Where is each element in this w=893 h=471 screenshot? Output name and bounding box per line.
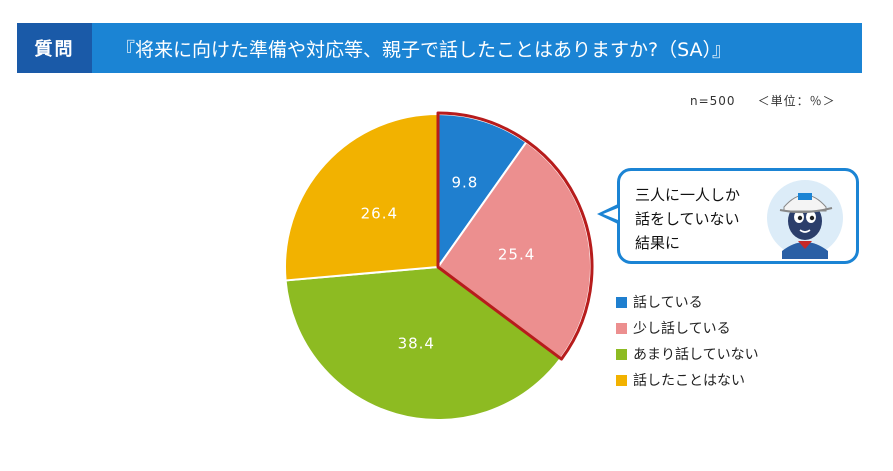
highlight-outline <box>436 111 594 361</box>
legend-label-never: 話したことはない <box>633 373 745 389</box>
legend-label-talking: 話している <box>633 295 703 311</box>
slice-label-talking: 9.8 <box>451 173 478 191</box>
pie-slice-rarely <box>284 265 563 421</box>
slice-label-never: 26.4 <box>361 204 398 222</box>
mascot-icon <box>767 180 843 259</box>
legend-swatch-rarely <box>616 348 627 360</box>
slice-label-rarely: 38.4 <box>398 335 435 353</box>
legend-item-never: 話したことはない <box>616 372 759 389</box>
sample-info: n=500 ＜単位：％＞ <box>690 92 858 109</box>
callout-pointer-inner <box>603 208 618 220</box>
legend-swatch-talking <box>616 296 627 308</box>
callout-line-1: 三人に一人しか <box>635 186 741 204</box>
callout-line-3: 結果に <box>635 234 681 252</box>
pie-slices <box>284 112 592 421</box>
legend-label-little: 少し話している <box>633 321 731 337</box>
pie-slice-never <box>284 112 439 282</box>
callout-line-2: 話をしていない <box>635 210 740 228</box>
question-header: 質問 『将来に向けた準備や対応等、親子で話したことはありますか?（SA）』 <box>17 23 862 73</box>
slice-label-little: 25.4 <box>498 246 535 264</box>
legend-label-rarely: あまり話していない <box>633 347 759 363</box>
legend: 話している 少し話している あまり話していない 話したことはない <box>616 294 759 398</box>
question-tag: 質問 <box>17 23 92 73</box>
legend-swatch-little <box>616 322 627 334</box>
legend-item-little: 少し話している <box>616 320 759 337</box>
slice-labels: 9.8 25.4 38.4 26.4 <box>361 173 535 353</box>
unit-label: ＜単位：％＞ <box>757 94 836 108</box>
sample-size: n=500 <box>690 94 736 108</box>
legend-item-talking: 話している <box>616 294 759 311</box>
legend-item-rarely: あまり話していない <box>616 346 759 363</box>
callout-bubble: 三人に一人しか 話をしていない 結果に <box>617 168 859 264</box>
question-text: 『将来に向けた準備や対応等、親子で話したことはありますか?（SA）』 <box>116 38 731 61</box>
legend-swatch-never <box>616 374 627 386</box>
callout-text: 三人に一人しか 話をしていない 結果に <box>635 183 765 255</box>
